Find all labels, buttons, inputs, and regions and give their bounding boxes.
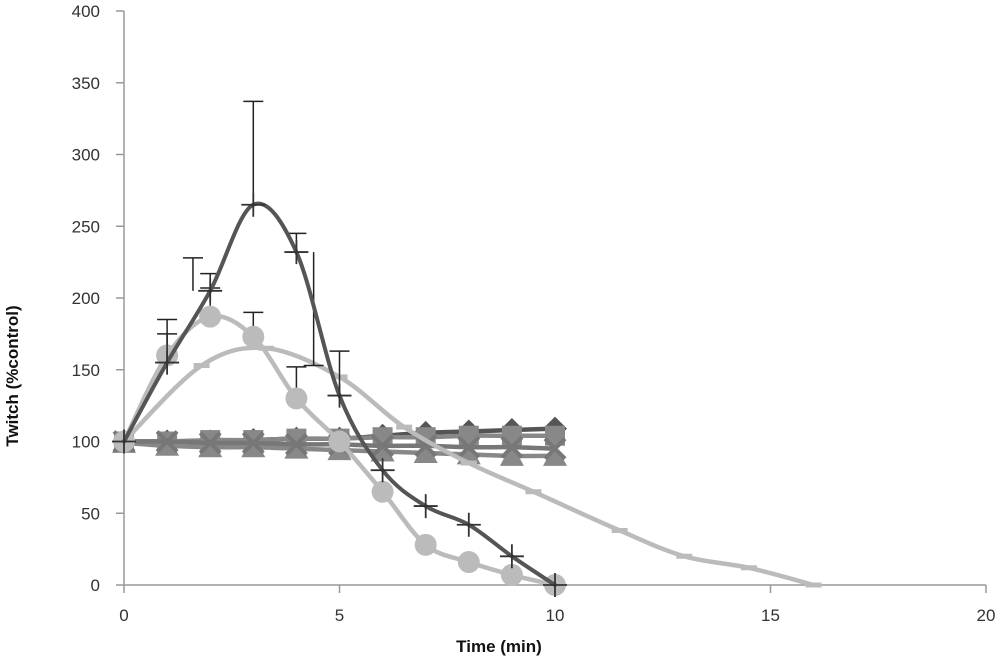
plus-marker xyxy=(413,494,438,519)
x-marker xyxy=(371,434,395,458)
circle-marker xyxy=(285,387,308,410)
plus-marker xyxy=(543,573,567,597)
y-tick-label: 300 xyxy=(72,146,100,165)
plus-marker xyxy=(327,383,352,408)
x-marker xyxy=(543,437,567,461)
y-tick-label: 250 xyxy=(72,217,100,236)
plus-marker xyxy=(370,458,395,483)
plus-marker xyxy=(112,429,136,454)
x-marker xyxy=(414,434,438,458)
series-line xyxy=(121,345,816,588)
x-tick-label: 0 xyxy=(119,606,128,625)
plus-marker xyxy=(499,544,524,569)
x-axis-title: Time (min) xyxy=(456,637,542,656)
circle-marker xyxy=(500,563,523,586)
plus-marker xyxy=(456,512,481,537)
x-marker xyxy=(198,431,222,455)
y-tick-label: 200 xyxy=(72,289,100,308)
triangle-marker xyxy=(543,443,567,466)
triangle-marker xyxy=(370,439,395,462)
series-layer xyxy=(112,100,822,597)
x-marker xyxy=(241,431,265,455)
circle-marker xyxy=(328,430,351,453)
plus-marker xyxy=(155,350,180,375)
x-marker xyxy=(284,432,308,456)
triangle-marker xyxy=(413,440,438,463)
series-dash xyxy=(116,345,822,588)
circle-marker xyxy=(457,551,480,574)
triangle-marker xyxy=(499,443,524,466)
axes: 0 50 100 150 200 250 300 350 400 0 5 10 15 20 xyxy=(72,2,996,625)
circle-marker xyxy=(371,480,394,503)
y-tick-label: 400 xyxy=(72,2,100,21)
y-tick-label: 0 xyxy=(91,576,100,595)
series-plus xyxy=(112,100,567,597)
x-marker xyxy=(155,430,179,453)
y-tick-label: 100 xyxy=(72,433,100,452)
plus-marker xyxy=(241,192,266,217)
x-tick-label: 10 xyxy=(546,606,565,625)
square-marker xyxy=(545,425,565,446)
x-tick-label: 15 xyxy=(761,606,780,625)
x-tick-label: 20 xyxy=(977,606,996,625)
circle-marker xyxy=(199,305,222,328)
y-tick-label: 150 xyxy=(72,361,100,380)
x-tick-label: 5 xyxy=(335,606,344,625)
y-tick-label: 350 xyxy=(72,74,100,93)
plus-marker xyxy=(284,240,309,265)
y-tick-label: 50 xyxy=(81,504,100,523)
x-marker xyxy=(500,435,524,459)
circle-marker xyxy=(414,533,437,556)
plus-marker xyxy=(198,278,223,303)
y-axis-title: Twitch (%control) xyxy=(3,305,22,446)
circle-marker xyxy=(242,325,265,348)
x-marker xyxy=(457,435,481,459)
